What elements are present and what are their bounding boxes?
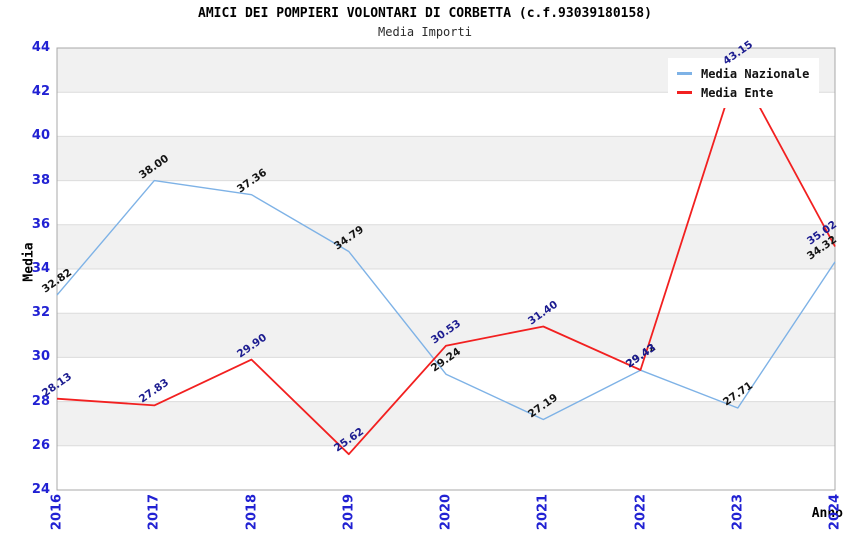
chart-subtitle: Media Importi [378,25,472,39]
series-line-media-ente [56,65,836,456]
x-axis-title: Anno [811,506,843,521]
x-tick-label: 2023 [730,493,746,531]
legend-line-swatch-icon [677,72,692,75]
plot-band [57,136,835,181]
legend-line-swatch-icon [677,91,692,94]
legend-item: Media Ente [677,83,809,102]
y-tick-label: 34 [31,261,50,276]
x-tick-label: 2017 [146,493,162,531]
x-tick-label: 2024 [827,493,843,531]
x-tick-label: 2020 [438,493,454,531]
y-tick-label: 26 [31,437,50,453]
y-tick-label: 38 [31,172,50,188]
x-tick-label: 2016 [49,493,65,531]
y-tick-label: 36 [31,216,50,232]
y-tick-label: 28 [31,393,50,409]
plot-band [57,401,835,446]
y-tick-label: 32 [31,305,50,321]
y-tick-label: 40 [31,128,50,144]
legend-item: Media Nazionale [677,64,809,83]
legend-label: Media Ente [701,85,774,100]
x-tick-label: 2022 [633,493,648,531]
legend-label: Media Nazionale [701,66,810,81]
y-tick-label: 44 [31,40,50,55]
series-line-media-nazionale [56,179,836,421]
plot-band [57,269,835,314]
x-tick-label: 2019 [341,493,357,531]
plot-band [57,445,835,490]
x-tick-label: 2021 [535,493,551,531]
y-tick-label: 24 [31,482,50,497]
plot-border [56,47,836,491]
plot-band [57,224,835,269]
plot-band [57,313,835,358]
x-tick-label: 2018 [244,493,259,531]
y-tick-label: 30 [31,349,50,365]
plot-band [57,357,835,402]
y-tick-label: 42 [31,84,50,100]
plot-band [57,180,835,225]
chart-title: AMICI DEI POMPIERI VOLONTARI DI CORBETTA… [198,6,652,21]
legend: Media Nazionale Media Ente [668,58,820,108]
